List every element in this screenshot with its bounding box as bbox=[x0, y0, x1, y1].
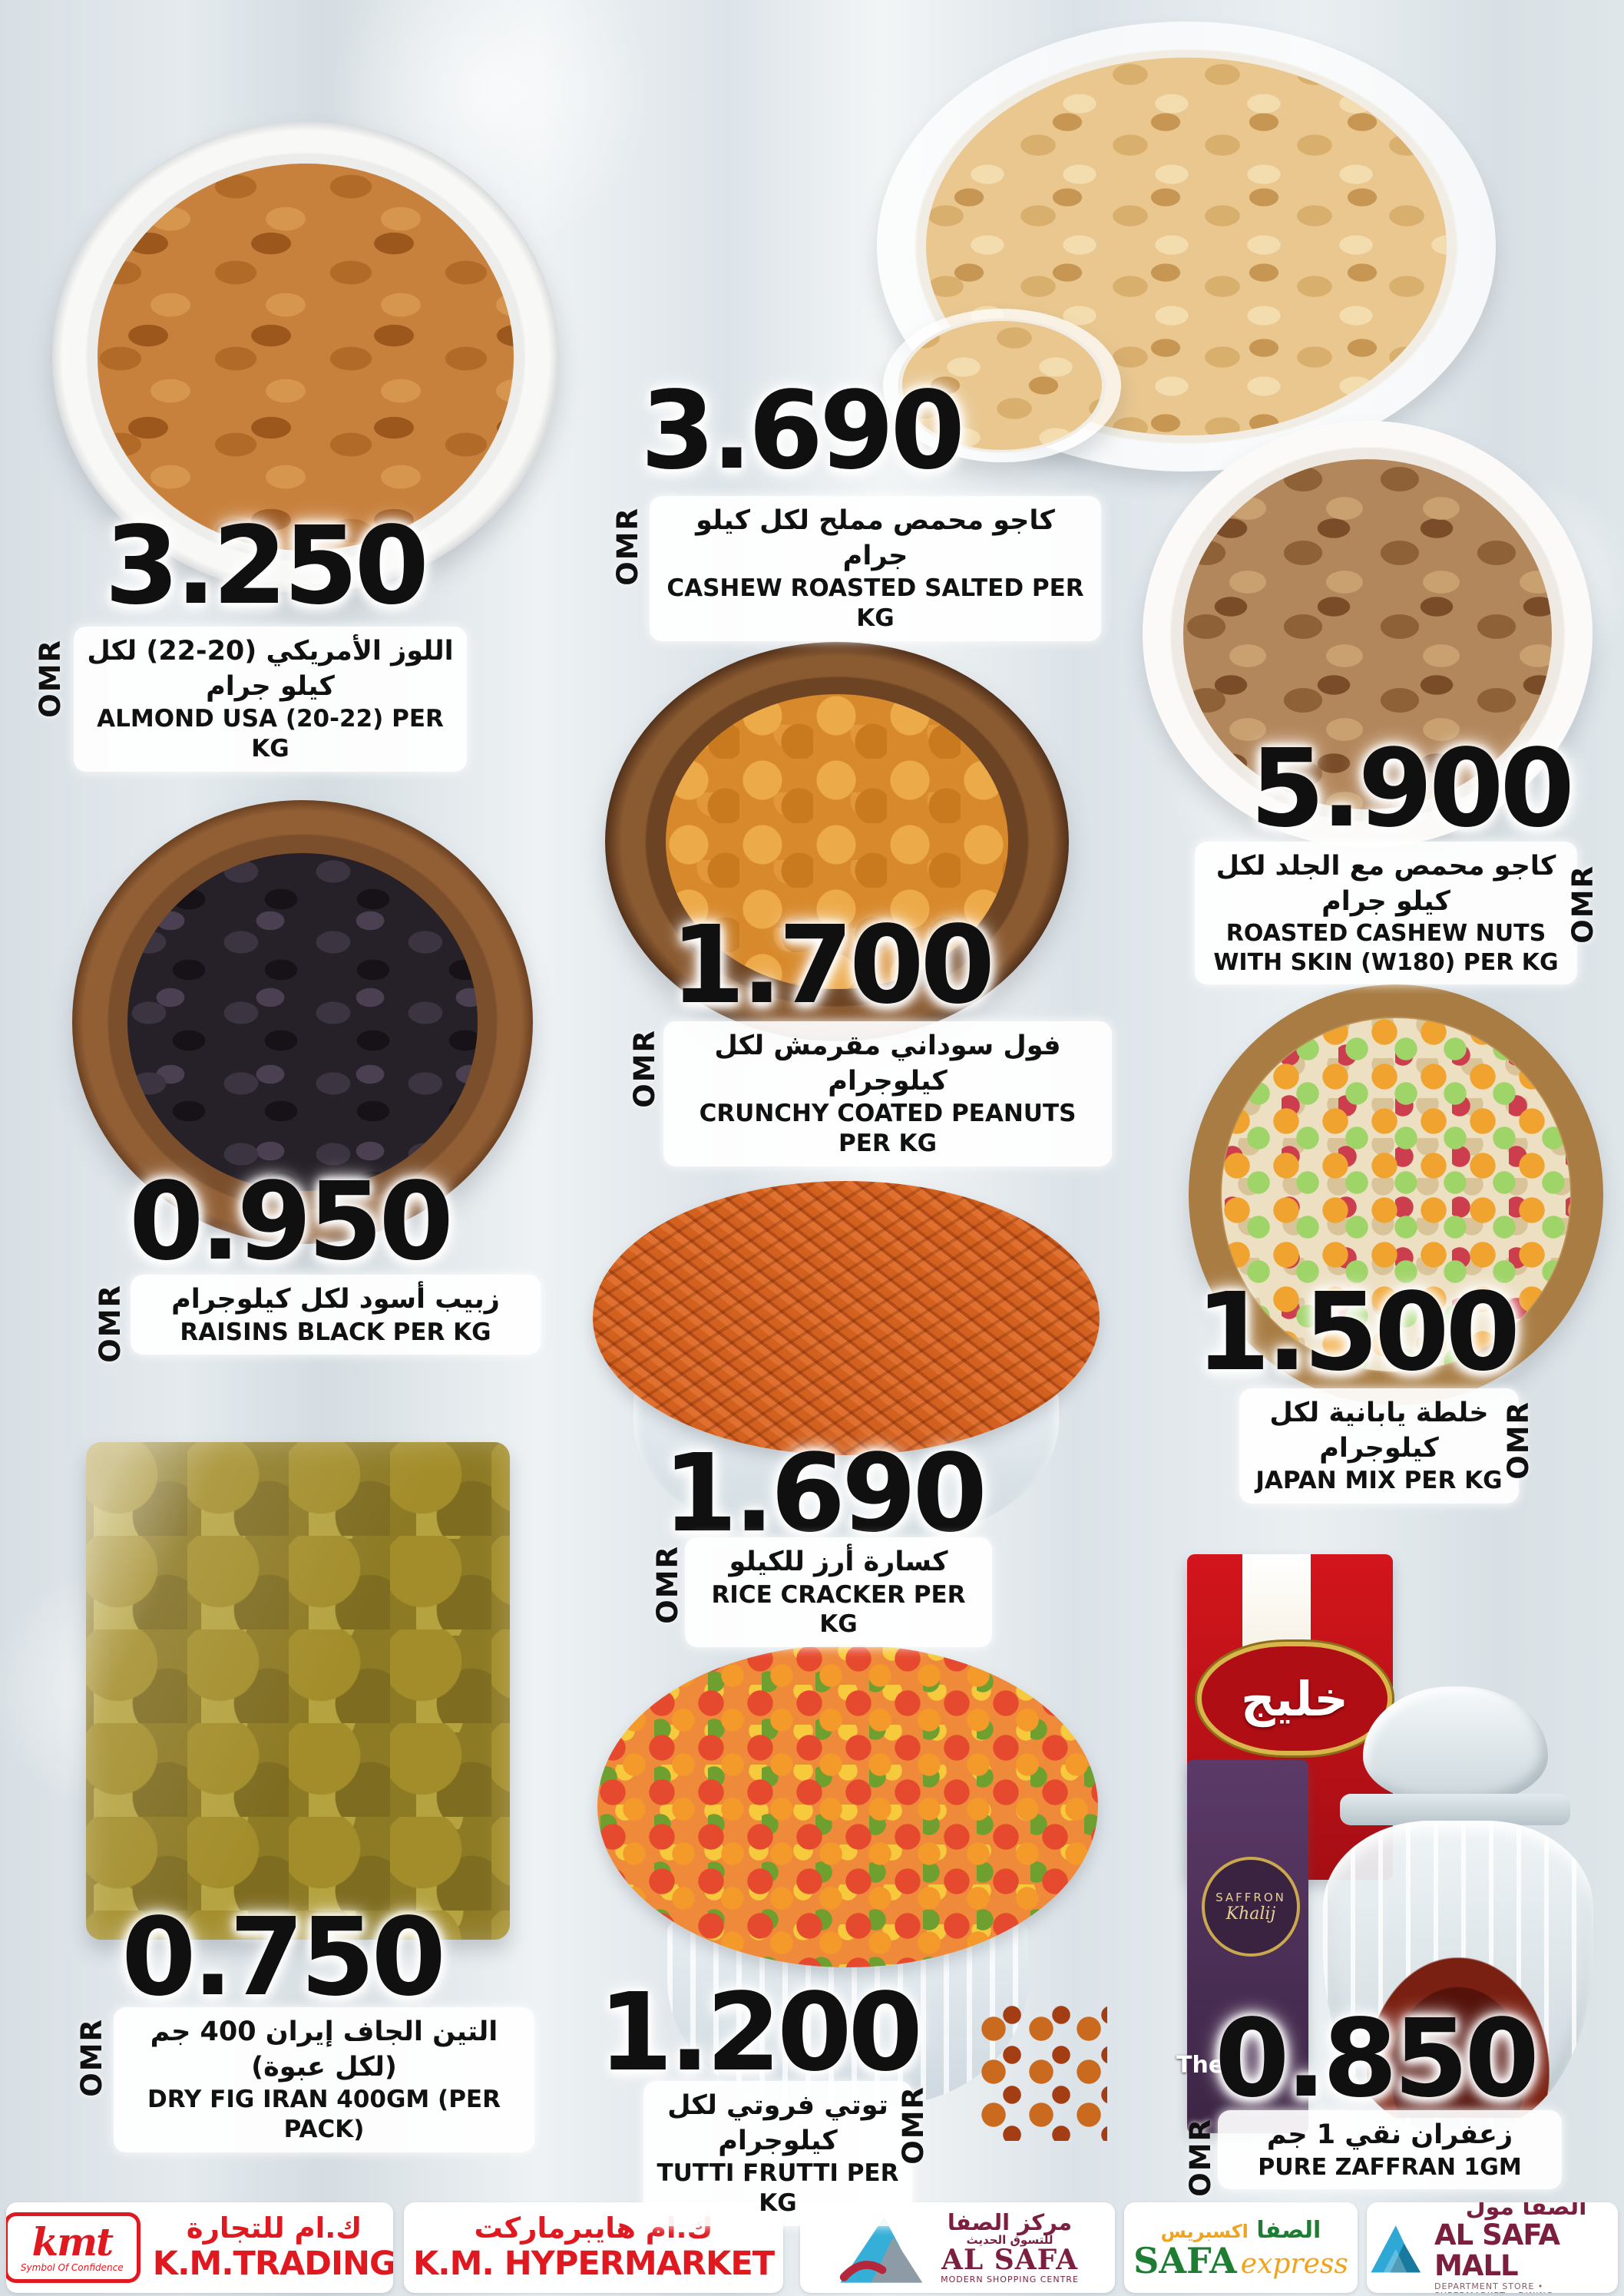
label-raisins: زبيب أسود لكل كيلوجرام RAISINS BLACK PER… bbox=[131, 1275, 541, 1355]
japan-mix-basket-photo bbox=[1189, 984, 1603, 1405]
label-cashew-salted-arabic: كاجو محمص مملح لكل كيلو جرام bbox=[696, 505, 1055, 571]
label-rice-cracker-english: RICE CRACKER PER KG bbox=[711, 1580, 966, 1639]
rice-cracker-bowl-photo bbox=[593, 1181, 1100, 1542]
label-cashew-skin-arabic: كاجو محمص مع الجلد لكل كيلو جرام bbox=[1216, 851, 1556, 917]
label-raisins-english: RAISINS BLACK PER KG bbox=[180, 1318, 491, 1346]
al-safa-mall-sub: DEPARTMENT STORE • SUPERMARKET • DINING bbox=[1434, 2281, 1553, 2293]
label-almond-arabic: اللوز الأمريكي (20-22) لكل كيلو جرام bbox=[87, 636, 454, 702]
label-peanuts: فول سوداني مقرمش لكل كيلوجرام CRUNCHY CO… bbox=[663, 1021, 1112, 1166]
saffron-jar-lid bbox=[1362, 1686, 1549, 1803]
saffron-jar-neck bbox=[1340, 1794, 1571, 1826]
km-trading-arabic: ك.ام للتجارة bbox=[186, 2212, 362, 2245]
saffron-brand-badge: خليج bbox=[1197, 1642, 1392, 1756]
label-dry-fig-english: DRY FIG IRAN 400GM (PER PACK) bbox=[147, 2086, 501, 2143]
currency-label: OMR bbox=[75, 2018, 108, 2097]
kmt-logo-text: kmt bbox=[31, 2219, 114, 2265]
price-raisins: 0.950 bbox=[129, 1160, 454, 1285]
label-japan-mix-english: JAPAN MIX PER KG bbox=[1255, 1467, 1503, 1494]
price-cashew-salted: 3.690 bbox=[640, 369, 965, 494]
label-dry-fig-arabic: التين الجاف إيران 400 جم (لكل عبوة) bbox=[150, 2016, 498, 2083]
cashew-pile-photo bbox=[883, 309, 1121, 462]
label-tutti-frutti-arabic: توتي فروتي لكل كيلوجرام bbox=[667, 2090, 888, 2156]
al-safa-mall-arabic: الصفا مول bbox=[1465, 2202, 1587, 2221]
label-almond: اللوز الأمريكي (20-22) لكل كيلو جرام ALM… bbox=[74, 627, 467, 772]
label-tutti-frutti: توتي فروتي لكل كيلوجرام TUTTI FRUTTI PER… bbox=[643, 2081, 912, 2226]
peanuts-bowl-photo bbox=[605, 642, 1069, 1041]
label-peanuts-arabic: فول سوداني مقرمش لكل كيلوجرام bbox=[714, 1031, 1061, 1097]
tutti-frutti-crumbs bbox=[977, 2006, 1107, 2141]
km-hypermarket-english: K.M. HYPERMARKET bbox=[412, 2244, 775, 2283]
price-cashew-skin: 5.900 bbox=[1250, 726, 1575, 852]
currency-label: OMR bbox=[1184, 2118, 1217, 2197]
footer-safa-express: الصفا اكسبريس SAFA express bbox=[1124, 2202, 1358, 2293]
safa-express-arabic-sub: اكسبريس bbox=[1160, 2220, 1249, 2242]
footer-al-safa-mall: الصفا مول AL SAFA MALL DEPARTMENT STORE … bbox=[1367, 2202, 1618, 2293]
label-zaffran-arabic: زعفران نقي 1 جم bbox=[1266, 2119, 1513, 2150]
almond-bowl-photo bbox=[52, 121, 559, 593]
saffron-pack-photo: SAFFRON Khalij bbox=[1187, 1760, 1308, 2133]
price-zaffran: 0.850 bbox=[1215, 1997, 1540, 2122]
saffron-jar-body bbox=[1323, 1821, 1593, 2131]
label-raisins-arabic: زبيب أسود لكل كيلوجرام bbox=[171, 1284, 500, 1315]
al-safa-english: AL SAFA bbox=[941, 2244, 1079, 2277]
label-cashew-skin: كاجو محمص مع الجلد لكل كيلو جرام ROASTED… bbox=[1195, 842, 1577, 984]
saffron-pack-label-line2: Khalij bbox=[1225, 1904, 1276, 1924]
currency-label: OMR bbox=[897, 2086, 930, 2165]
footer-al-safa: مركز الصفا للتسوق الحديث AL SAFA MODERN … bbox=[800, 2202, 1115, 2293]
currency-label: OMR bbox=[1502, 1401, 1535, 1480]
label-cashew-skin-english-line1: ROASTED CASHEW NUTS bbox=[1225, 920, 1546, 947]
al-safa-arabic: مركز الصفا bbox=[947, 2209, 1073, 2236]
cashew-skin-plate-photo bbox=[1143, 421, 1593, 848]
currency-label: OMR bbox=[611, 507, 644, 586]
label-cashew-skin-english-line2: WITH SKIN (W180) PER KG bbox=[1213, 948, 1559, 976]
al-safa-mountain-icon bbox=[839, 2216, 923, 2283]
al-safa-english-sub: MODERN SHOPPING CENTRE bbox=[941, 2274, 1079, 2285]
currency-label: OMR bbox=[1566, 865, 1599, 944]
saffron-brand-arabic: خليج bbox=[1240, 1670, 1348, 1727]
price-peanuts: 1.700 bbox=[670, 903, 995, 1028]
price-dry-fig: 0.750 bbox=[121, 1895, 446, 2020]
raisins-bowl-photo bbox=[72, 800, 533, 1244]
label-dry-fig: التين الجاف إيران 400 جم (لكل عبوة) DRY … bbox=[114, 2007, 534, 2152]
al-safa-mall-icon bbox=[1371, 2225, 1421, 2273]
currency-label: OMR bbox=[34, 639, 67, 718]
price-almond: 3.250 bbox=[104, 504, 429, 629]
km-trading-english: K.M.TRADING bbox=[152, 2244, 393, 2283]
saffron-pack-label-line1: SAFFRON bbox=[1216, 1890, 1286, 1904]
al-safa-arabic-sub: للتسوق الحديث bbox=[966, 2232, 1053, 2247]
label-cashew-salted-english: CASHEW ROASTED SALTED PER KG bbox=[666, 574, 1084, 632]
dry-fig-pack-photo bbox=[86, 1442, 510, 1940]
label-peanuts-english: CRUNCHY COATED PEANUTS PER KG bbox=[699, 1100, 1077, 1157]
price-tutti-frutti: 1.200 bbox=[598, 1970, 923, 2096]
label-rice-cracker: كسارة أرز للكيلو RICE CRACKER PER KG bbox=[685, 1537, 992, 1647]
label-almond-english: ALMOND USA (20-22) PER KG bbox=[97, 705, 444, 763]
saffron-pack-label: SAFFRON Khalij bbox=[1201, 1857, 1301, 1957]
price-japan-mix: 1.500 bbox=[1196, 1270, 1520, 1395]
footer-km-trading: kmt Symbol Of Confidence ك.ام للتجارة K.… bbox=[6, 2202, 393, 2293]
saffron-threads bbox=[1366, 1957, 1550, 2119]
tutti-frutti-bowl-photo bbox=[597, 1645, 1098, 2106]
safa-express-arabic: الصفا bbox=[1256, 2216, 1321, 2244]
label-japan-mix: خلطة يابانية لكل كيلوجرام JAPAN MIX PER … bbox=[1239, 1388, 1519, 1504]
saffron-jar-photo bbox=[1318, 1686, 1599, 2135]
safa-express-english-main: SAFA bbox=[1133, 2239, 1237, 2281]
label-japan-mix-arabic: خلطة يابانية لكل كيلوجرام bbox=[1269, 1398, 1489, 1464]
label-rice-cracker-arabic: كسارة أرز للكيلو bbox=[729, 1547, 948, 1577]
label-zaffran: زعفران نقي 1 جم PURE ZAFFRAN 1GM bbox=[1218, 2110, 1562, 2189]
price-rice-cracker: 1.690 bbox=[663, 1431, 987, 1557]
kmt-tagline: Symbol Of Confidence bbox=[20, 2262, 124, 2273]
label-zaffran-english: PURE ZAFFRAN 1GM bbox=[1258, 2153, 1522, 2181]
label-tutti-frutti-english: TUTTI FRUTTI PER KG bbox=[657, 2159, 899, 2217]
safa-express-english-sub: express bbox=[1240, 2248, 1348, 2280]
currency-label: OMR bbox=[94, 1284, 127, 1363]
saffron-pack-text: The bbox=[1176, 2052, 1225, 2079]
currency-label: OMR bbox=[628, 1029, 661, 1108]
currency-label: OMR bbox=[651, 1545, 684, 1624]
label-cashew-salted: كاجو محمص مملح لكل كيلو جرام CASHEW ROAS… bbox=[650, 496, 1101, 641]
al-safa-mall-english: AL SAFA MALL bbox=[1434, 2218, 1560, 2283]
kmt-logo: kmt Symbol Of Confidence bbox=[6, 2212, 141, 2283]
